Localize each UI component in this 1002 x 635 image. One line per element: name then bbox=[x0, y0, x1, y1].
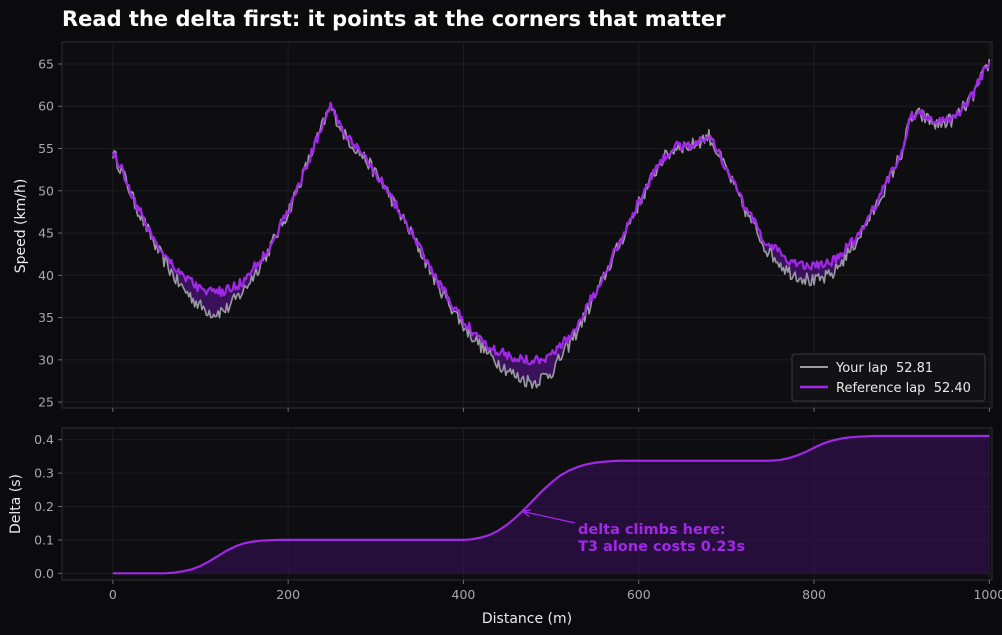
delta-area-fill bbox=[112, 436, 990, 574]
legend-label-your-lap: Your lap 52.81 bbox=[835, 361, 933, 376]
delta-y-axis-label: Delta (s) bbox=[8, 474, 24, 534]
legend-box bbox=[791, 353, 986, 402]
y-tick-label: 0.0 bbox=[34, 566, 54, 581]
y-tick-label: 40 bbox=[38, 268, 54, 283]
delta-panel: 0.0 0.1 0.2 0.3 0.4 0 200 400 600 800 1000 Delta … bbox=[8, 427, 1002, 627]
annotation-arrowhead bbox=[521, 509, 531, 517]
y-tick-label: 25 bbox=[38, 395, 54, 410]
x-tick-label: 0 bbox=[109, 587, 117, 602]
delta-x-ticks: 0 200 400 600 800 1000 bbox=[109, 580, 1002, 602]
y-tick-label: 0.4 bbox=[34, 432, 54, 447]
series-line-reference-lap bbox=[111, 62, 991, 366]
y-tick-label: 50 bbox=[38, 183, 54, 198]
annotation-arrow bbox=[522, 510, 576, 524]
legend: Your lap 52.81 Reference lap 52.40 bbox=[791, 353, 986, 402]
y-tick-label: 0.3 bbox=[34, 466, 54, 481]
speed-lines bbox=[111, 58, 991, 389]
y-tick-label: 60 bbox=[38, 99, 54, 114]
annotation-text-line-1: delta climbs here: bbox=[578, 522, 726, 538]
series-line-your-lap bbox=[112, 58, 991, 389]
annotation-text-line-2: T3 alone costs 0.23s bbox=[578, 539, 745, 555]
y-tick-label: 55 bbox=[38, 141, 54, 156]
series-line-delta bbox=[112, 434, 990, 575]
y-tick-label: 30 bbox=[38, 352, 54, 367]
chart-title: Read the delta first: it points at the c… bbox=[62, 7, 726, 31]
speed-y-ticks: 25 30 35 40 45 50 55 60 65 bbox=[38, 56, 62, 410]
y-tick-label: 35 bbox=[38, 310, 54, 325]
delta-annotation: delta climbs here: T3 alone costs 0.23s bbox=[521, 509, 745, 555]
x-tick-label: 1000 bbox=[973, 587, 1002, 602]
y-tick-label: 0.1 bbox=[34, 532, 54, 547]
delta-line bbox=[112, 434, 990, 575]
x-tick-label: 600 bbox=[627, 587, 651, 602]
y-tick-label: 65 bbox=[38, 56, 54, 71]
y-tick-label: 0.2 bbox=[34, 499, 54, 514]
x-tick-label: 800 bbox=[802, 587, 826, 602]
delta-area bbox=[112, 436, 990, 574]
x-axis-label: Distance (m) bbox=[482, 611, 572, 627]
speed-panel: 25 30 35 40 45 50 55 60 65 Speed (km/h) Your lap… bbox=[13, 41, 993, 412]
speed-x-ticks bbox=[112, 408, 990, 412]
x-tick-label: 400 bbox=[452, 587, 476, 602]
x-tick-label: 200 bbox=[276, 587, 300, 602]
legend-label-reference-lap: Reference lap 52.40 bbox=[836, 381, 971, 396]
y-tick-label: 45 bbox=[38, 226, 54, 241]
speed-y-axis-label: Speed (km/h) bbox=[13, 179, 29, 274]
delta-y-ticks: 0.0 0.1 0.2 0.3 0.4 bbox=[34, 432, 62, 581]
speed-panel-background bbox=[61, 41, 993, 409]
